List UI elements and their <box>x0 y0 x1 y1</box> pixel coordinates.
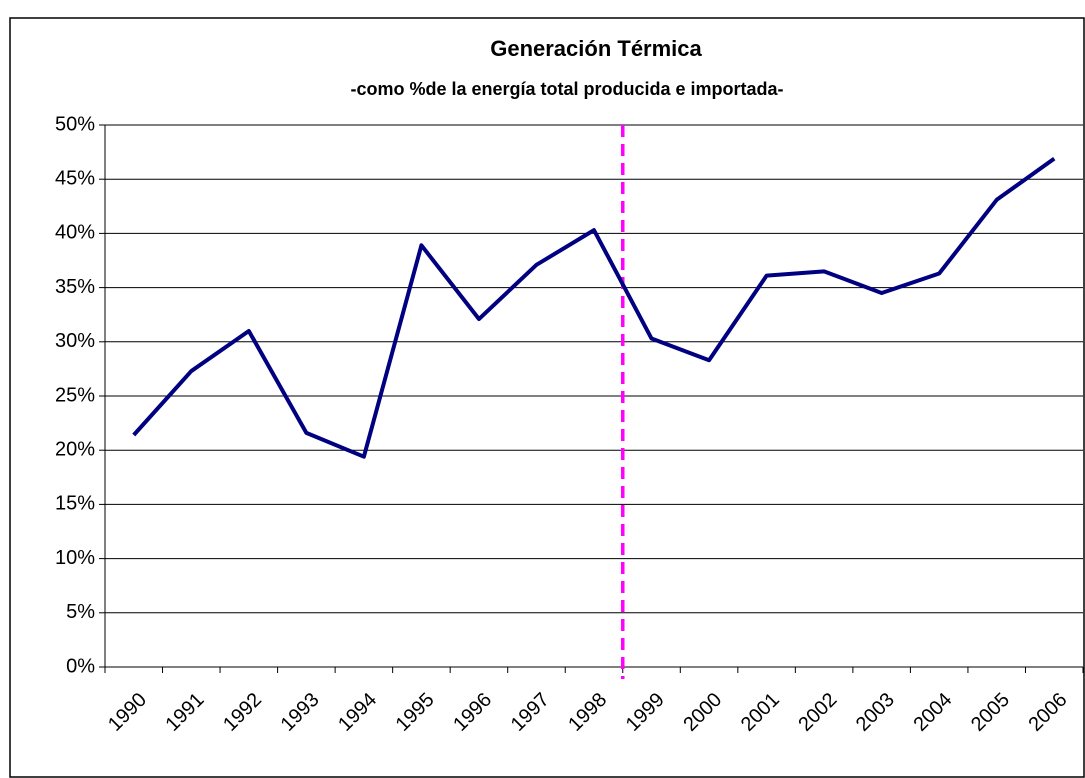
chart-subtitle: -como %de la energía total producida e i… <box>350 79 783 99</box>
y-tick-label: 25% <box>55 384 95 406</box>
y-tick-label: 50% <box>55 113 95 135</box>
y-tick-label: 20% <box>55 438 95 460</box>
y-tick-label: 45% <box>55 167 95 189</box>
chart-title: Generación Térmica <box>490 36 702 61</box>
y-tick-label: 30% <box>55 330 95 352</box>
data-line <box>132 156 1056 459</box>
y-tick-label: 15% <box>55 493 95 515</box>
y-tick-label: 10% <box>55 547 95 569</box>
y-tick-label: 5% <box>66 601 95 623</box>
y-tick-label: 35% <box>55 276 95 298</box>
chart-frame <box>9 17 1085 778</box>
y-tick-label: 40% <box>55 222 95 244</box>
y-tick-label: 0% <box>66 655 95 677</box>
